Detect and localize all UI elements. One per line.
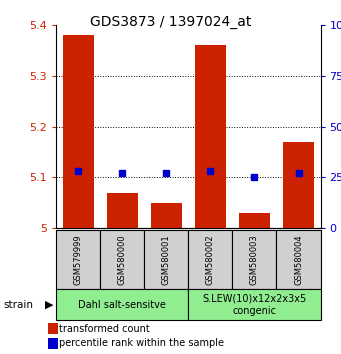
Text: strain: strain [3,300,33,310]
Text: ▶: ▶ [45,300,54,310]
Bar [100,230,144,289]
Text: percentile rank within the sample: percentile rank within the sample [59,338,224,348]
Bar [188,289,321,320]
Bar [277,230,321,289]
Bar [151,203,182,228]
Text: GSM580002: GSM580002 [206,234,215,285]
Text: GSM580004: GSM580004 [294,234,303,285]
Bar [56,230,100,289]
Bar [239,213,270,228]
Text: S.LEW(10)x12x2x3x5
congenic: S.LEW(10)x12x2x3x5 congenic [202,294,307,316]
Bar [233,230,277,289]
Bar [195,45,226,228]
Bar [56,289,188,320]
Text: GSM580000: GSM580000 [118,234,127,285]
Bar [188,230,233,289]
Bar [107,193,138,228]
Text: GDS3873 / 1397024_at: GDS3873 / 1397024_at [90,15,251,29]
Text: transformed count: transformed count [59,324,150,334]
Bar [48,338,58,349]
Bar [63,35,94,228]
Bar [48,324,58,335]
Text: GSM580001: GSM580001 [162,234,171,285]
Text: GSM579999: GSM579999 [74,234,83,285]
Bar [144,230,188,289]
Bar [283,142,314,228]
Text: GSM580003: GSM580003 [250,234,259,285]
Text: Dahl salt-sensitve: Dahl salt-sensitve [78,300,166,310]
